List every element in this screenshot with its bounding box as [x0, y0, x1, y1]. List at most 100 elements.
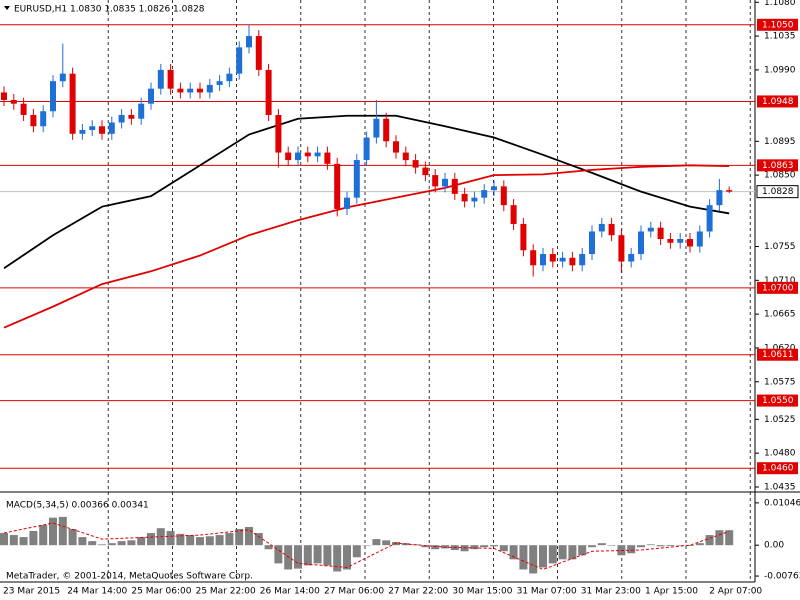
macd-bar	[254, 533, 263, 546]
macd-bar	[686, 545, 694, 546]
time-label: 24 Mar 14:00	[67, 587, 127, 597]
macd-bar	[186, 535, 195, 546]
time-label: 25 Mar 22:00	[196, 587, 256, 597]
candle-body	[559, 257, 566, 262]
time-label: 1 Apr 15:00	[645, 587, 698, 597]
macd-bar	[529, 545, 538, 574]
macd-bar	[58, 516, 67, 546]
macd-bar	[294, 545, 302, 569]
y-tick-label: 1.0665	[764, 310, 796, 320]
level-label-box	[757, 18, 798, 31]
level-label: 1.0700	[762, 283, 794, 293]
macd-bar	[333, 545, 342, 572]
candle-body	[236, 47, 243, 74]
level-label-box	[757, 462, 798, 475]
candle-body	[569, 257, 576, 266]
candle-body	[628, 254, 635, 262]
macd-bar	[656, 545, 665, 547]
macd-tick-label: 0.00	[764, 541, 784, 551]
chart-title: EURUSD,H1 1.0830 1.0835 1.0826 1.0828	[14, 5, 205, 15]
macd-bar	[98, 544, 106, 546]
candle-body	[1, 92, 7, 100]
candle-body	[442, 178, 448, 187]
level-label: 1.0550	[762, 396, 794, 406]
candle-body	[59, 73, 66, 82]
macd-bar	[225, 533, 234, 546]
footer: MetaTrader, © 2001-2014, MetaQuotes Soft…	[6, 572, 253, 582]
macd-bar	[666, 545, 675, 546]
candle-body	[30, 114, 37, 127]
macd-bar	[705, 535, 714, 546]
macd-bar	[597, 543, 606, 546]
time-label: 31 Mar 23:00	[581, 587, 641, 597]
candle-body	[128, 114, 135, 119]
y-tick-label: 1.0990	[764, 65, 796, 75]
candle-body	[461, 193, 468, 202]
candle-body	[500, 186, 507, 206]
time-label: 27 Mar 06:00	[324, 587, 384, 597]
macd-bar	[147, 533, 155, 546]
candle-body	[422, 167, 429, 176]
macd-bar	[519, 545, 528, 570]
candle-body	[540, 254, 546, 266]
macd-bar	[421, 545, 430, 548]
level-label: 1.0863	[762, 161, 794, 171]
y-tick-label: 1.0710	[764, 276, 796, 286]
y-tick-label: 1.0575	[764, 377, 796, 387]
candle-body	[118, 114, 125, 123]
candle-body	[353, 160, 360, 198]
candle-body	[726, 190, 733, 192]
macd-bar	[539, 545, 547, 568]
y-tick-label: 1.0480	[764, 449, 796, 459]
macd-bar	[137, 537, 146, 546]
candle-body	[20, 103, 27, 115]
candle-body	[510, 205, 517, 224]
candle-body	[618, 235, 625, 262]
candle-body	[687, 238, 693, 247]
candle-body	[285, 152, 292, 161]
macd-bar	[78, 537, 87, 546]
macd-tick-label: -0.00763	[764, 572, 800, 582]
candle-body	[491, 186, 497, 191]
time-label: 2 Apr 07:00	[709, 587, 762, 597]
macd-bar	[343, 545, 351, 570]
macd-bar	[245, 526, 253, 546]
candle-body	[716, 190, 723, 206]
time-grid	[107, 0, 751, 582]
macd-bar	[627, 545, 636, 554]
y-tick-label: 1.0435	[764, 482, 796, 492]
level-label-box	[757, 348, 798, 361]
macd-bar	[568, 545, 577, 560]
macd-bar	[215, 535, 224, 546]
level-label-box	[757, 394, 798, 407]
menu-arrow[interactable]	[4, 6, 10, 10]
candle-body	[393, 141, 399, 153]
y-tick-label: 1.0755	[764, 242, 796, 252]
candle-body	[157, 69, 164, 89]
macd-signal	[3, 522, 730, 570]
moving-average	[3, 164, 730, 329]
macd-bar	[176, 533, 185, 546]
candle-body	[334, 163, 341, 209]
macd-bar	[107, 543, 116, 546]
candle-body	[255, 36, 262, 70]
candle-body	[99, 126, 105, 134]
macd-bar	[68, 529, 77, 546]
level-label: 1.0460	[762, 464, 794, 474]
time-label: 25 Mar 06:00	[131, 587, 191, 597]
macd-bar	[127, 540, 136, 546]
candle-body	[432, 175, 439, 187]
candle-body	[598, 223, 605, 232]
candle-body	[481, 190, 488, 198]
macd-bar	[637, 545, 645, 548]
macd-bar	[9, 535, 18, 546]
macd-bar	[676, 545, 685, 546]
candle-body	[167, 69, 174, 89]
candle-body	[108, 122, 115, 134]
level-label-box	[757, 159, 798, 172]
macd-bar	[303, 545, 312, 566]
y-tick-label: 1.0525	[764, 415, 796, 425]
moving-average	[3, 114, 730, 270]
macd-bar	[509, 545, 518, 560]
